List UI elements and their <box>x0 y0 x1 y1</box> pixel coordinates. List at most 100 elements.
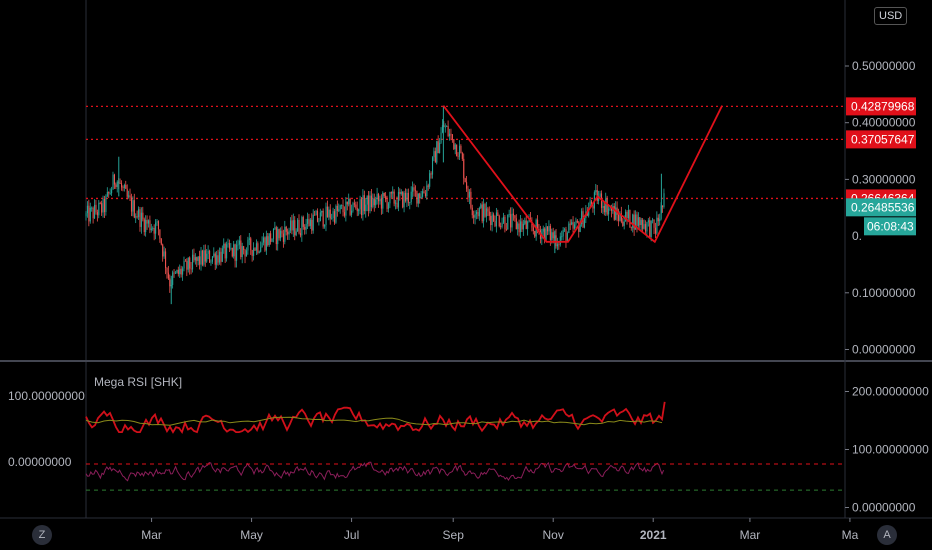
candle-body <box>89 207 91 222</box>
candle-body <box>483 204 485 222</box>
candle-body <box>289 220 292 231</box>
candle-body <box>406 192 408 201</box>
candle-body <box>402 191 404 208</box>
candle-body <box>136 216 138 218</box>
candle-body <box>561 236 563 238</box>
candle-body <box>591 201 593 206</box>
candle-body <box>220 251 222 262</box>
candle-body <box>192 254 194 270</box>
candle-body <box>106 191 108 197</box>
candle-body <box>412 187 414 192</box>
candle-body <box>218 251 221 263</box>
rsi-line <box>85 401 666 435</box>
auto-scale-button[interactable]: A <box>877 525 897 545</box>
candle-body <box>538 228 540 231</box>
candle-body <box>440 132 442 143</box>
candle-body <box>305 223 307 230</box>
candle-body <box>623 221 625 226</box>
candle-body <box>559 236 561 245</box>
indicator-axis: 100.00000000 0.00000000 200.00000000 100.00… <box>8 385 929 515</box>
candle-body <box>197 256 199 261</box>
candle-body <box>86 205 89 214</box>
candle-body <box>552 232 554 239</box>
candle-body <box>562 230 564 237</box>
candle-body <box>116 181 118 187</box>
candle-body <box>230 247 232 249</box>
candle-body <box>657 217 659 222</box>
candle-body <box>329 209 331 219</box>
candle-body <box>629 209 631 228</box>
candle-body <box>126 188 128 197</box>
indicator-pane <box>85 401 845 491</box>
pattern-drawing[interactable] <box>442 105 723 244</box>
candle-body <box>502 216 505 223</box>
currency-button[interactable]: USD <box>874 7 908 25</box>
candle-body <box>484 204 486 217</box>
candle-body <box>636 214 638 226</box>
candle-body <box>451 134 453 140</box>
candle-body <box>622 221 624 226</box>
candle-body <box>105 196 107 213</box>
candle-body <box>227 243 229 245</box>
candle-body <box>112 174 114 190</box>
candle-body <box>555 235 557 247</box>
candle-body <box>123 185 125 188</box>
candle-body <box>251 250 253 256</box>
time-axis[interactable]: Mar May Jul Sep Nov 2021 Mar Ma <box>141 518 859 542</box>
candle-body <box>226 244 228 259</box>
candle-body <box>224 243 226 259</box>
candle-body <box>130 197 133 212</box>
candle-body <box>454 144 456 150</box>
candle-body <box>119 183 121 185</box>
candle-body <box>143 219 145 233</box>
candle-body <box>424 193 426 197</box>
candle-body <box>355 204 357 208</box>
candle-body <box>439 142 441 154</box>
candle-body <box>210 261 212 263</box>
candle-body <box>437 141 439 154</box>
candle-body <box>544 228 546 241</box>
candle-body <box>221 248 223 262</box>
pattern-line <box>442 105 723 244</box>
candle-body <box>610 207 612 211</box>
candle-body <box>183 260 185 269</box>
candle-body <box>146 219 148 224</box>
indicator-left-tick-label: 100.00000000 <box>8 389 85 403</box>
candle-body <box>460 145 462 153</box>
candle-body <box>527 221 529 229</box>
indicator-title[interactable]: Mega RSI [SHK] <box>94 375 182 389</box>
candle-body <box>637 217 639 226</box>
candle-body <box>172 272 174 285</box>
candle-body <box>625 211 627 222</box>
candle-body <box>322 210 324 227</box>
candle-body <box>275 227 277 245</box>
candle-body <box>254 248 256 251</box>
candle-body <box>363 195 365 212</box>
candle-body <box>397 191 399 208</box>
timezone-button[interactable]: Z <box>32 525 52 545</box>
candle-body <box>138 209 140 218</box>
candle-body <box>646 222 648 232</box>
candle-body <box>207 250 209 254</box>
candle-body <box>102 198 104 213</box>
candle-body <box>335 205 337 223</box>
candle-body <box>433 151 435 158</box>
candle-body <box>95 204 97 213</box>
candle-body <box>243 246 245 250</box>
candle-body <box>599 193 601 197</box>
candle-body <box>308 218 310 226</box>
candle-body <box>193 254 195 261</box>
candle-body <box>234 244 236 261</box>
candle-body <box>649 220 651 237</box>
candle-body <box>639 217 641 225</box>
time-tick-label: Sep <box>443 528 465 542</box>
candle-body <box>373 198 375 206</box>
candle-body <box>129 195 131 198</box>
sub-rsi-line <box>85 461 665 482</box>
candle-body <box>399 191 401 195</box>
price-axis[interactable]: 0.50000000 0.40000000 0.30000000 0.10000000… <box>845 59 916 357</box>
candle-body <box>334 211 336 223</box>
candle-body <box>490 215 492 226</box>
candle-body <box>99 202 101 204</box>
